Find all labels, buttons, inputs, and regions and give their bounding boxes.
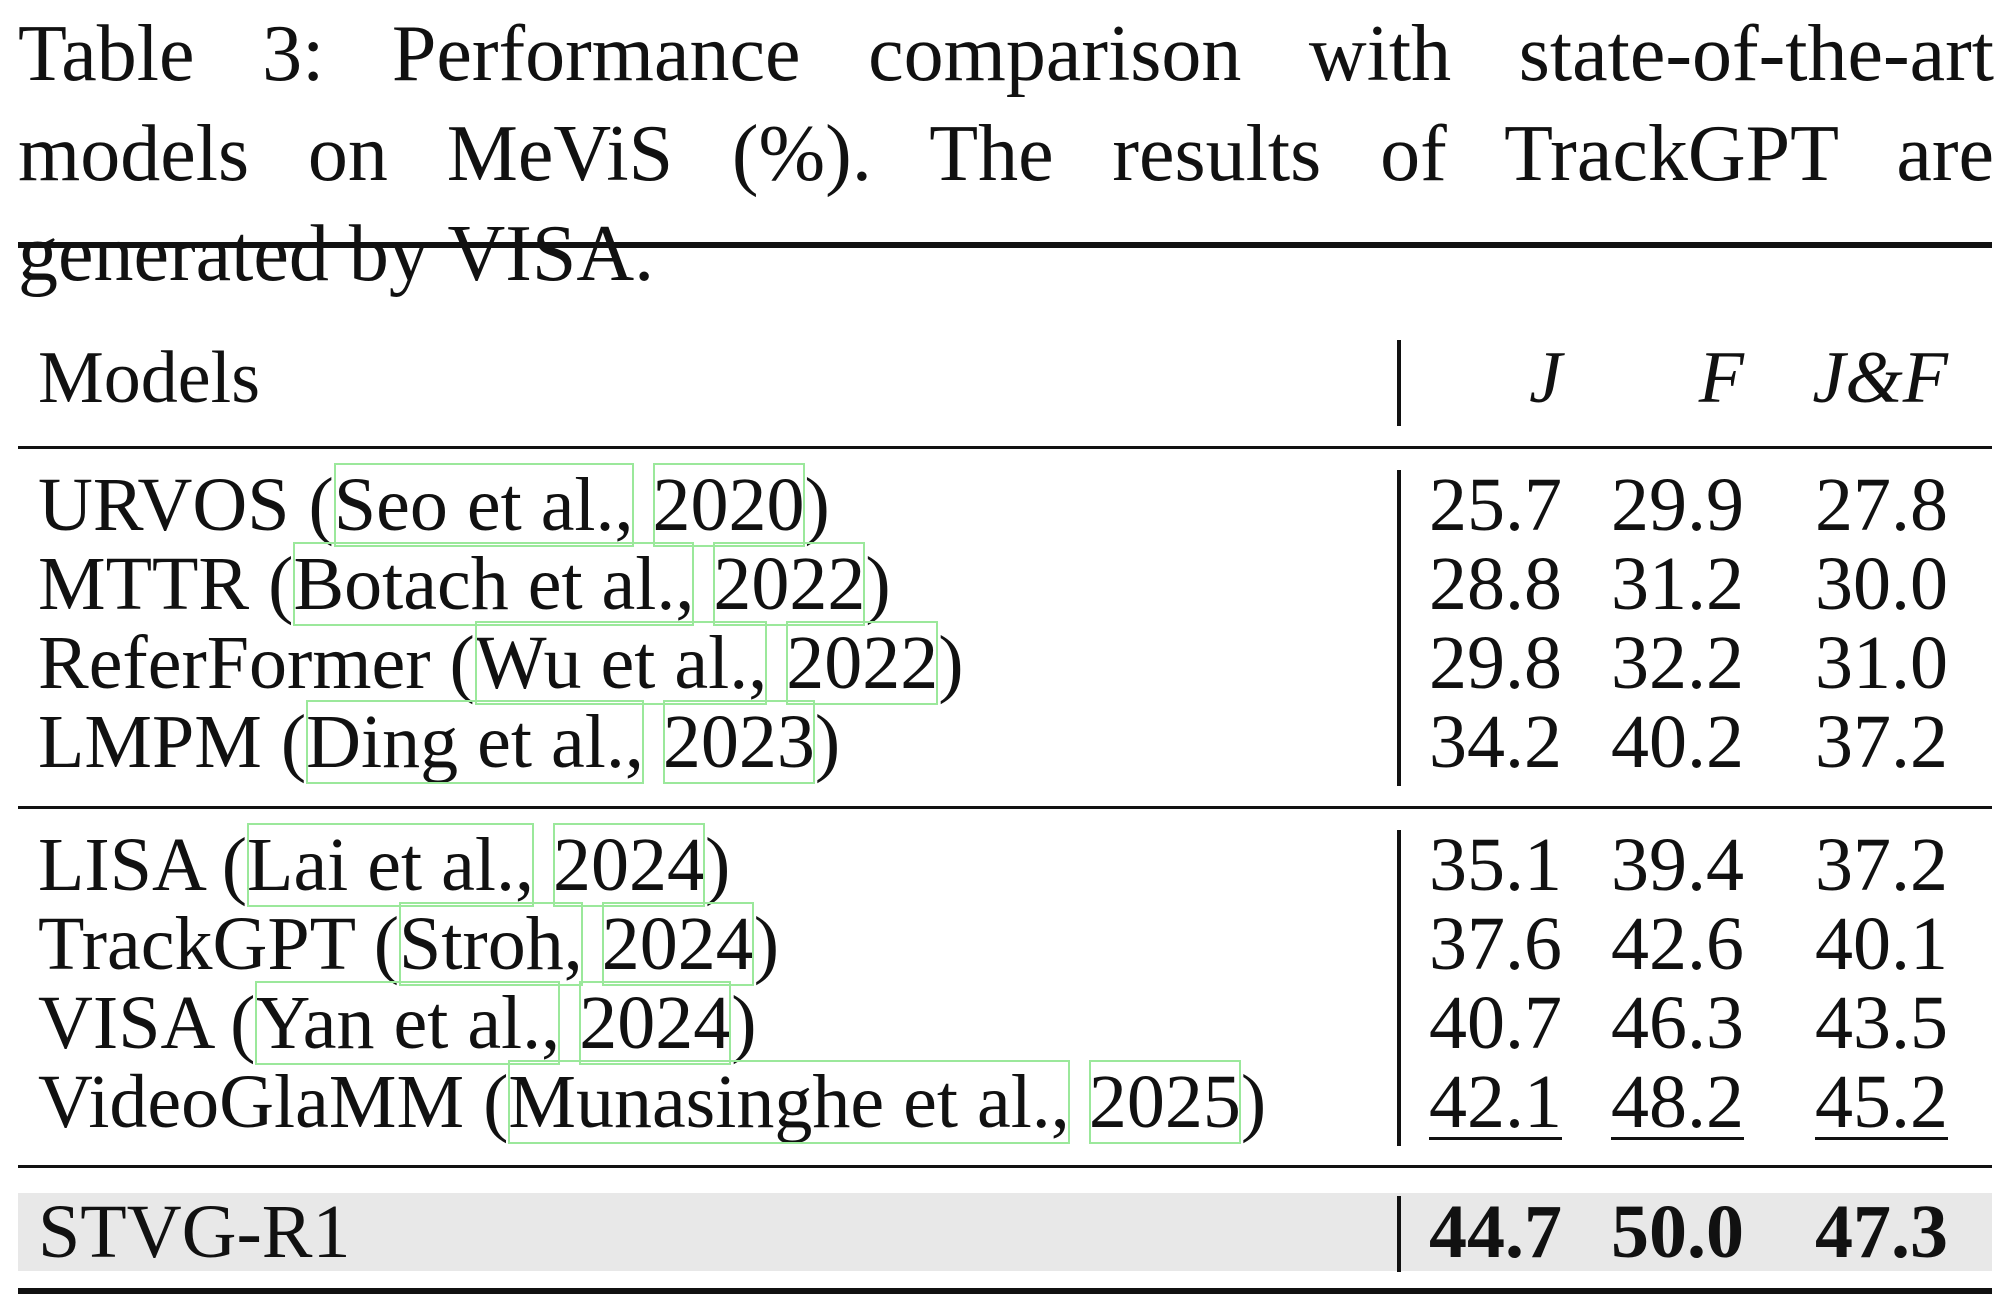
model-name: MTTR — [38, 542, 250, 626]
value-j: 37.6 — [1429, 902, 1562, 986]
citation-year[interactable]: 2022 — [786, 621, 939, 705]
model-name: ReferFormer — [38, 621, 431, 705]
value-j: 25.7 — [1429, 463, 1562, 547]
value-f: 46.3 — [1611, 981, 1744, 1065]
value-j: 34.2 — [1429, 700, 1562, 784]
group-rule — [18, 806, 1992, 809]
value-j: 35.1 — [1429, 823, 1562, 907]
table-row: VideoGlaMM (Munasinghe et al., 2025) — [38, 1060, 1267, 1144]
value-jf: 31.0 — [1815, 621, 1948, 705]
citation-year[interactable]: 2024 — [601, 902, 754, 986]
value-j: 29.8 — [1429, 621, 1562, 705]
value-f: 31.2 — [1611, 542, 1744, 626]
value-jf: 43.5 — [1815, 981, 1948, 1065]
citation-author[interactable]: Yan et al., — [255, 981, 561, 1065]
model-name: LISA — [38, 823, 203, 907]
column-separator — [1397, 340, 1401, 426]
value-jf: 30.0 — [1815, 542, 1948, 626]
column-separator — [1397, 830, 1401, 1146]
header-jf: J&F — [1812, 337, 1948, 419]
citation-author[interactable]: Ding et al., — [306, 700, 644, 784]
table-row: URVOS (Seo et al., 2020) — [38, 463, 830, 547]
table-row: MTTR (Botach et al., 2022) — [38, 542, 891, 626]
citation-year[interactable]: 2024 — [579, 981, 732, 1065]
value-j: 40.7 — [1429, 981, 1562, 1065]
citation-author[interactable]: Lai et al., — [247, 823, 534, 907]
value-f: 39.4 — [1611, 823, 1744, 907]
citation-author[interactable]: Wu et al., — [474, 621, 768, 705]
column-separator — [1397, 470, 1401, 786]
citation-year[interactable]: 2020 — [652, 463, 805, 547]
table-row: LISA (Lai et al., 2024) — [38, 823, 731, 907]
header-models: Models — [38, 337, 260, 419]
highlight-row-background — [18, 1193, 1992, 1271]
table-row: LMPM (Ding et al., 2023) — [38, 700, 841, 784]
table-row-highlight: STVG-R1 — [38, 1192, 350, 1272]
citation-year[interactable]: 2024 — [552, 823, 705, 907]
citation-year[interactable]: 2025 — [1088, 1060, 1241, 1144]
bottom-rule — [18, 1288, 1992, 1294]
value-f-second-best: 48.2 — [1611, 1060, 1744, 1144]
citation-author[interactable]: Botach et al., — [293, 542, 695, 626]
value-f: 40.2 — [1611, 700, 1744, 784]
value-f: 42.6 — [1611, 902, 1744, 986]
citation-author[interactable]: Stroh, — [399, 902, 583, 986]
model-name: URVOS — [38, 463, 290, 547]
value-j: 28.8 — [1429, 542, 1562, 626]
citation-year[interactable]: 2023 — [662, 700, 815, 784]
model-name: VideoGlaMM — [38, 1060, 465, 1144]
table-row: TrackGPT (Stroh, 2024) — [38, 902, 780, 986]
value-jf: 27.8 — [1815, 463, 1948, 547]
value-jf-best: 47.3 — [1815, 1190, 1948, 1274]
value-jf: 37.2 — [1815, 700, 1948, 784]
header-rule — [18, 446, 1992, 449]
citation-author[interactable]: Seo et al., — [333, 463, 634, 547]
group-rule — [18, 1165, 1992, 1168]
column-separator — [1397, 1196, 1401, 1272]
table-caption: Table 3: Performance comparison with sta… — [18, 10, 1994, 298]
value-f: 32.2 — [1611, 621, 1744, 705]
value-jf-second-best: 45.2 — [1815, 1060, 1948, 1144]
header-j: J — [1529, 337, 1562, 419]
value-jf: 37.2 — [1815, 823, 1948, 907]
value-jf: 40.1 — [1815, 902, 1948, 986]
top-rule — [18, 242, 1992, 248]
value-f-best: 50.0 — [1611, 1190, 1744, 1274]
value-j-second-best: 42.1 — [1429, 1060, 1562, 1144]
model-name: VISA — [38, 981, 212, 1065]
table-row: VISA (Yan et al., 2024) — [38, 981, 757, 1065]
model-name: TrackGPT — [38, 902, 355, 986]
citation-year[interactable]: 2022 — [713, 542, 866, 626]
value-j-best: 44.7 — [1429, 1190, 1562, 1274]
model-name: STVG-R1 — [38, 1190, 351, 1274]
model-name: LMPM — [38, 700, 262, 784]
header-f: F — [1698, 337, 1744, 419]
table-row: ReferFormer (Wu et al., 2022) — [38, 621, 964, 705]
value-f: 29.9 — [1611, 463, 1744, 547]
citation-author[interactable]: Munasinghe et al., — [508, 1060, 1070, 1144]
